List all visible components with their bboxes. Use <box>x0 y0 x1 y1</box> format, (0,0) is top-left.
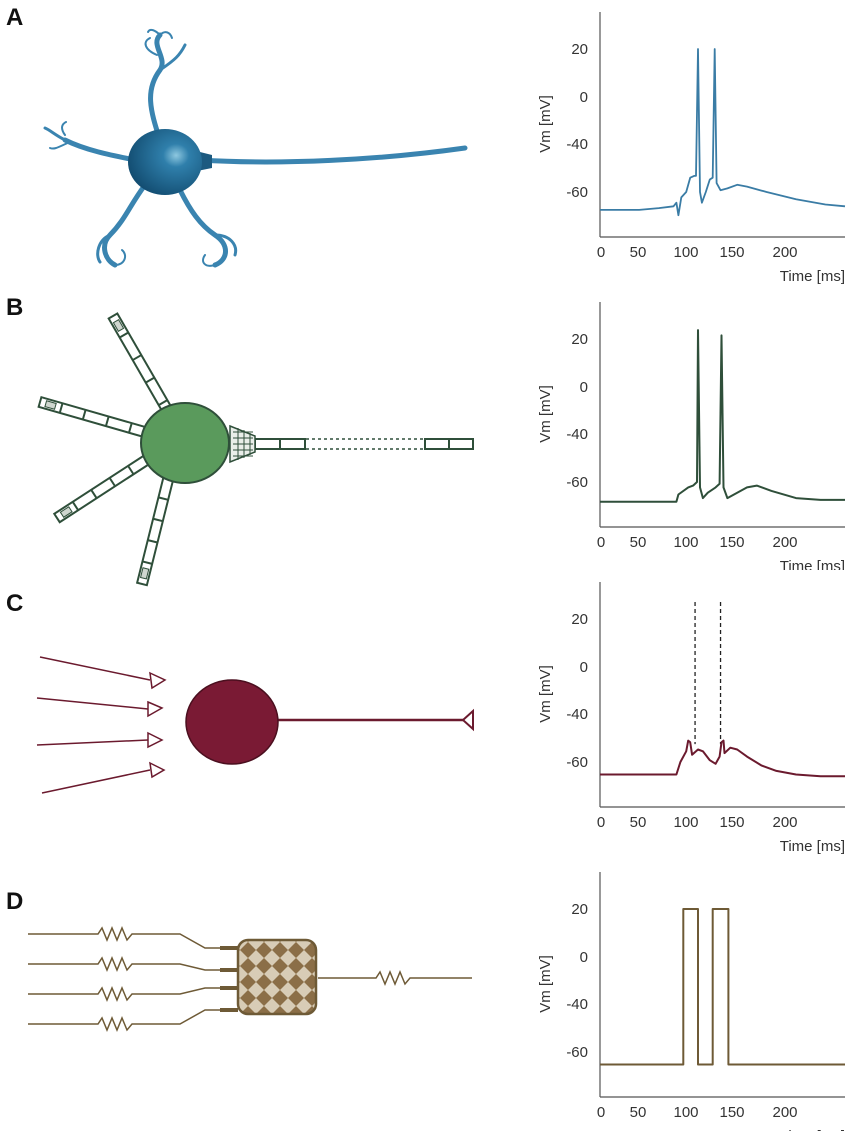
y-tick-label: -60 <box>566 1044 588 1061</box>
y-tick-label: 20 <box>571 41 588 58</box>
x-tick-label: 50 <box>630 814 647 831</box>
x-tick-label: 150 <box>719 244 744 261</box>
panel-c: C 20 0 -40 -60 0 50 100 150 200 Vm [mV] Time [ms] <box>0 570 850 860</box>
input-wire <box>28 1009 236 1032</box>
voltage-trace <box>600 739 845 778</box>
y-tick-label: -60 <box>566 754 588 771</box>
y-tick-label: -40 <box>566 706 588 723</box>
panel-b: B <box>0 290 850 587</box>
x-tick-label: 0 <box>597 814 605 831</box>
y-tick-label: -40 <box>566 996 588 1013</box>
input-wire <box>28 986 236 1002</box>
panel-a: A <box>0 0 850 290</box>
dendrite <box>148 32 165 143</box>
voltage-trace <box>600 908 845 1066</box>
x-axis-label: Time [ms] <box>780 558 845 570</box>
voltage-trace <box>600 48 846 217</box>
x-tick-label: 200 <box>772 814 797 831</box>
x-tick-label: 100 <box>673 1104 698 1121</box>
y-tick-label: -60 <box>566 184 588 201</box>
input-line <box>36 697 149 710</box>
y-tick-label: 20 <box>571 331 588 348</box>
input-wire <box>28 956 236 972</box>
x-tick-label: 150 <box>719 1104 744 1121</box>
synapse-icon <box>147 700 164 718</box>
dendrite <box>62 137 138 163</box>
axon <box>197 145 468 165</box>
voltage-trace <box>600 329 845 503</box>
y-tick-label: 0 <box>580 89 588 106</box>
input-line <box>36 739 149 746</box>
x-tick-label: 200 <box>772 244 797 261</box>
synapse-icon <box>149 761 166 779</box>
x-tick-label: 150 <box>719 534 744 551</box>
y-tick-label: 20 <box>571 611 588 628</box>
panel-label-c: C <box>6 590 24 617</box>
y-axis-label: Vm [mV] <box>537 665 554 723</box>
output-wire <box>318 970 472 986</box>
compartmental-model-diagram <box>37 312 474 587</box>
synapse-icon <box>149 671 167 690</box>
x-tick-label: 50 <box>630 244 647 261</box>
y-tick-label: -40 <box>566 136 588 153</box>
x-axis-label: Time [ms] <box>780 268 845 285</box>
x-tick-label: 100 <box>673 814 698 831</box>
x-tick-label: 100 <box>673 244 698 261</box>
point-neuron-diagram <box>36 656 474 794</box>
x-tick-label: 50 <box>630 534 647 551</box>
y-axis-label: Vm [mV] <box>537 955 554 1013</box>
x-tick-label: 200 <box>772 534 797 551</box>
x-tick-label: 200 <box>772 1104 797 1121</box>
panel-label-d: D <box>6 888 24 915</box>
x-tick-label: 0 <box>597 534 605 551</box>
soma <box>185 679 279 765</box>
x-axis-label: Time [ms] <box>780 838 845 855</box>
y-tick-label: 0 <box>580 379 588 396</box>
soma <box>128 129 202 195</box>
electronic-circuit-diagram <box>28 926 472 1032</box>
x-tick-label: 150 <box>719 814 744 831</box>
output-synapse-icon <box>461 708 474 732</box>
y-axis-label: Vm [mV] <box>537 95 554 153</box>
synapse-icon <box>147 731 164 749</box>
panel-label-a: A <box>6 4 24 31</box>
input-line <box>41 769 151 794</box>
soma <box>140 402 230 484</box>
panel-label-b: B <box>6 294 24 321</box>
x-tick-label: 0 <box>597 244 605 261</box>
x-tick-label: 0 <box>597 1104 605 1121</box>
dendrite <box>177 187 228 268</box>
x-tick-label: 100 <box>673 534 698 551</box>
y-tick-label: 0 <box>580 949 588 966</box>
input-line <box>39 656 151 681</box>
y-tick-label: -60 <box>566 474 588 491</box>
biophysical-neuron-illustration <box>43 28 468 268</box>
x-tick-label: 50 <box>630 1104 647 1121</box>
integrated-circuit-chip <box>236 938 318 1016</box>
y-tick-label: -40 <box>566 426 588 443</box>
x-axis-label: Time [ms] <box>780 1128 845 1131</box>
input-wire <box>28 926 236 949</box>
y-tick-label: 0 <box>580 659 588 676</box>
y-axis-label: Vm [mV] <box>537 385 554 443</box>
y-tick-label: 20 <box>571 901 588 918</box>
